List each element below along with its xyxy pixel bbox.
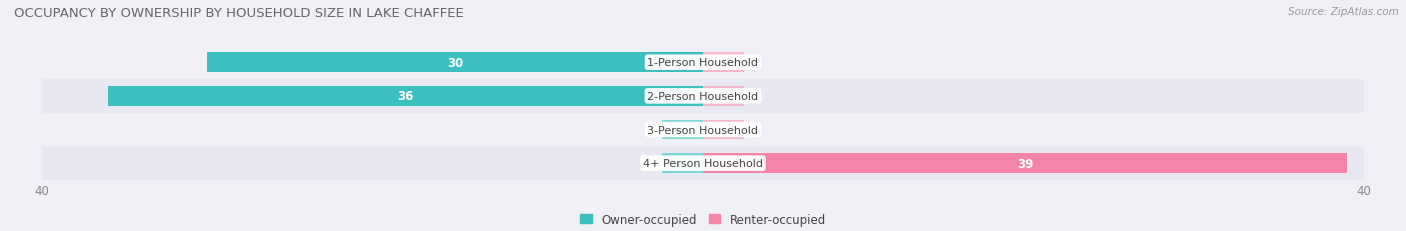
Text: 0: 0 bbox=[676, 123, 685, 137]
Bar bbox=[42, 46, 1364, 80]
Bar bbox=[662, 154, 703, 173]
Bar bbox=[662, 120, 703, 140]
Text: 1-Person Household: 1-Person Household bbox=[648, 58, 758, 68]
Bar bbox=[703, 154, 1347, 173]
Text: 3-Person Household: 3-Person Household bbox=[648, 125, 758, 135]
Text: 0: 0 bbox=[721, 90, 730, 103]
Bar bbox=[703, 53, 744, 73]
Bar bbox=[703, 120, 744, 140]
Text: 0: 0 bbox=[721, 123, 730, 137]
Text: 2-Person Household: 2-Person Household bbox=[647, 91, 759, 101]
Text: 0: 0 bbox=[721, 56, 730, 70]
Legend: Owner-occupied, Renter-occupied: Owner-occupied, Renter-occupied bbox=[575, 208, 831, 231]
Bar bbox=[42, 147, 1364, 180]
Bar bbox=[42, 113, 1364, 147]
Text: OCCUPANCY BY OWNERSHIP BY HOUSEHOLD SIZE IN LAKE CHAFFEE: OCCUPANCY BY OWNERSHIP BY HOUSEHOLD SIZE… bbox=[14, 7, 464, 20]
Text: 39: 39 bbox=[1017, 157, 1033, 170]
Text: 36: 36 bbox=[398, 90, 413, 103]
Bar bbox=[108, 87, 703, 106]
Text: Source: ZipAtlas.com: Source: ZipAtlas.com bbox=[1288, 7, 1399, 17]
Bar bbox=[207, 53, 703, 73]
Text: 30: 30 bbox=[447, 56, 464, 70]
Text: 4+ Person Household: 4+ Person Household bbox=[643, 158, 763, 168]
Bar bbox=[42, 80, 1364, 113]
Bar bbox=[703, 87, 744, 106]
Text: 0: 0 bbox=[676, 157, 685, 170]
